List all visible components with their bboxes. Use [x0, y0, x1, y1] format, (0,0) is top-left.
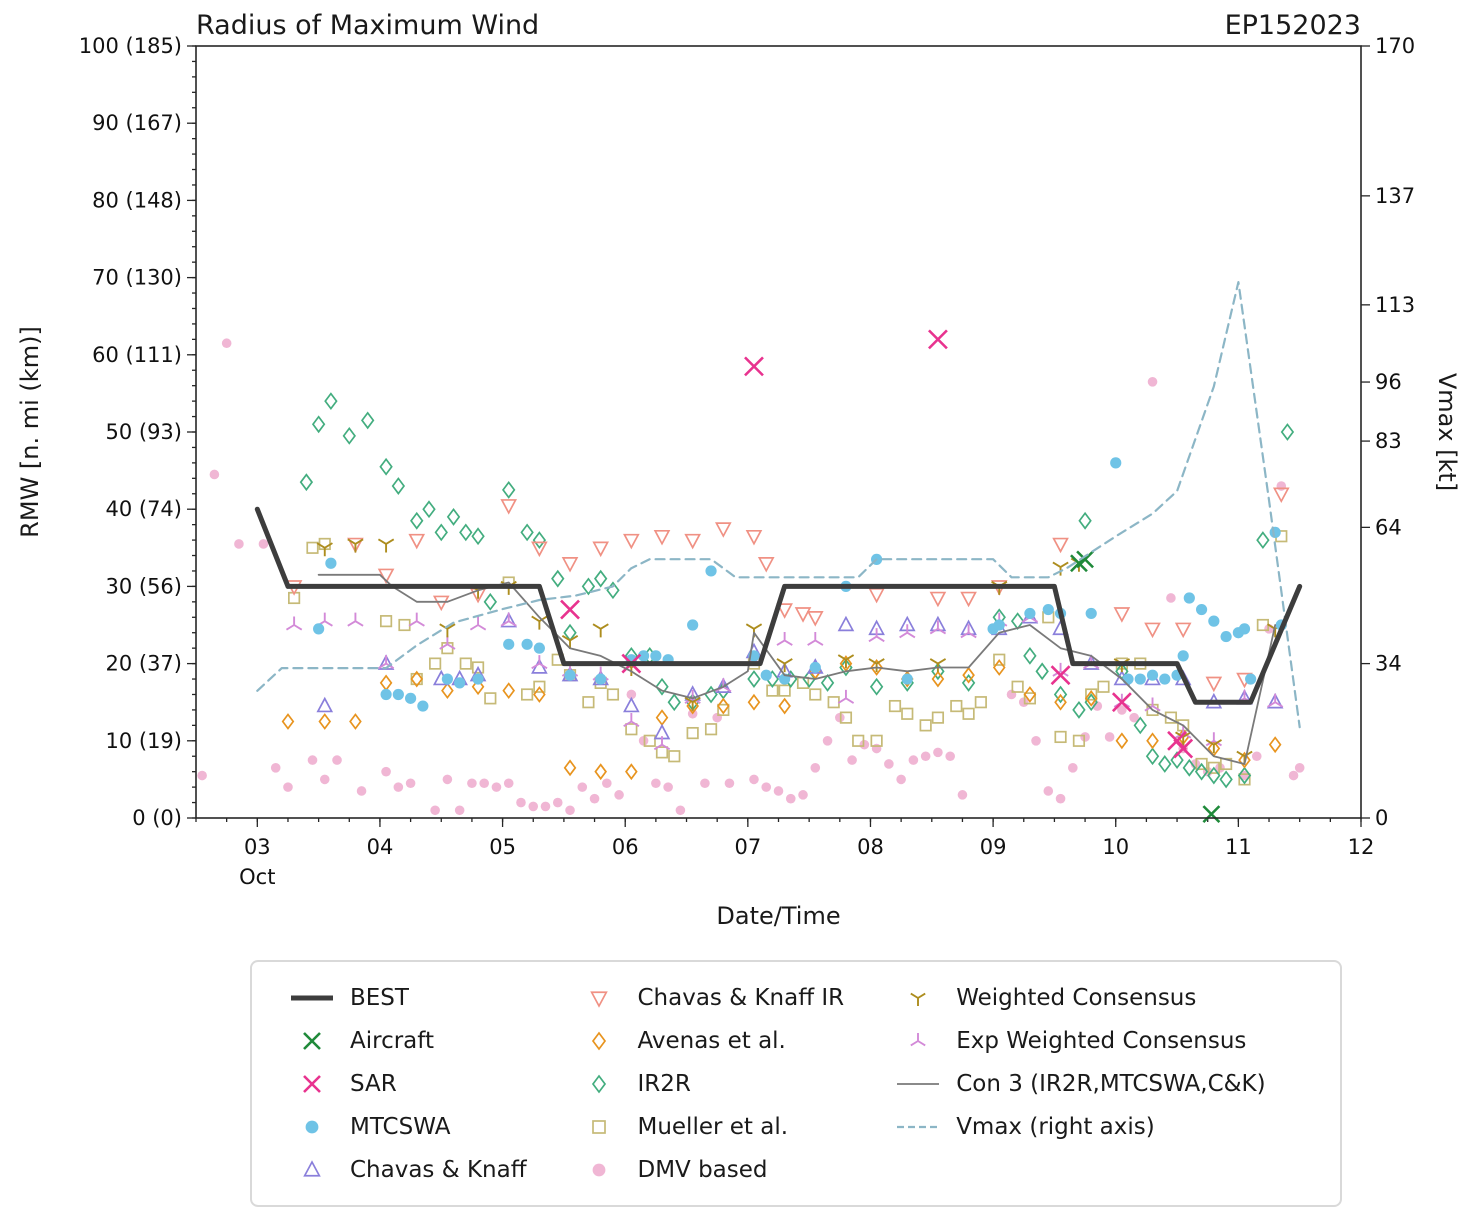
- svg-text:0: 0: [1375, 806, 1388, 830]
- ir2r-legend-marker: [592, 1074, 607, 1093]
- svg-text:09: 09: [980, 835, 1007, 859]
- svg-text:64: 64: [1375, 515, 1402, 539]
- legend-label: Exp Weighted Consensus: [956, 1027, 1247, 1054]
- legend-label: Weighted Consensus: [956, 984, 1197, 1011]
- legend-column-2: Chavas & Knaff IR Avenas et al. IR2R Muelle…: [575, 980, 868, 1187]
- legend-item-chavas-knaff-ir: Chavas & Knaff IR: [575, 980, 868, 1015]
- series-vmax: [256, 281, 1301, 729]
- tick-labels: 03 04 05 06 07 08 09 10 11 12 Oct 0 (0) 10 (19) 20 (3…: [79, 34, 1415, 889]
- svg-text:34: 34: [1375, 652, 1402, 676]
- legend-label: Chavas & Knaff: [350, 1156, 527, 1183]
- exp-weighted-consensus-legend-marker: [910, 1032, 926, 1046]
- svg-text:60 (111): 60 (111): [92, 343, 182, 367]
- svg-text:100 (185): 100 (185): [79, 34, 182, 58]
- sar-legend-marker: [303, 1074, 321, 1093]
- legend-item-exp-weighted-consensus: Exp Weighted Consensus: [894, 1023, 1304, 1058]
- legend-item-avenas: Avenas et al.: [575, 1023, 868, 1058]
- legend-item-weighted-consensus: Weighted Consensus: [894, 980, 1304, 1015]
- svg-text:137: 137: [1375, 184, 1415, 208]
- legend-column-3: Weighted Consensus Exp Weighted Consensus…: [894, 980, 1304, 1187]
- best-legend-marker: [291, 995, 333, 1000]
- legend-item-con3: Con 3 (IR2R,MTCSWA,C&K): [894, 1066, 1304, 1101]
- series-ir2r: [299, 392, 1295, 789]
- legend-item-best: BEST: [288, 980, 549, 1015]
- svg-text:96: 96: [1375, 370, 1402, 394]
- legend-item-dmv: DMV based: [575, 1152, 868, 1187]
- legend-label: DMV based: [637, 1156, 768, 1183]
- legend-label: Vmax (right axis): [956, 1113, 1155, 1140]
- y-left-axis-label: RMW [n. mi (km)]: [16, 326, 44, 538]
- svg-text:80 (148): 80 (148): [92, 188, 182, 212]
- legend-label: SAR: [350, 1070, 397, 1097]
- mueller-legend-marker: [592, 1119, 607, 1134]
- svg-text:07: 07: [734, 835, 761, 859]
- svg-text:20 (37): 20 (37): [105, 652, 182, 676]
- series-mueller: [288, 530, 1288, 786]
- svg-text:0 (0): 0 (0): [132, 806, 182, 830]
- chavas-knaff-ir-legend-marker: [590, 990, 609, 1008]
- weighted-consensus-legend-marker: [910, 992, 926, 1006]
- svg-text:10: 10: [1102, 835, 1129, 859]
- legend-label: Con 3 (IR2R,MTCSWA,C&K): [956, 1070, 1266, 1097]
- dmv-legend-marker: [593, 1163, 606, 1176]
- svg-text:05: 05: [489, 835, 516, 859]
- legend-item-sar: SAR: [288, 1066, 549, 1101]
- legend-item-mtcswa: MTCSWA: [288, 1109, 549, 1144]
- legend-item-vmax: Vmax (right axis): [894, 1109, 1304, 1144]
- series-chavas-knaff-ir: [285, 487, 1290, 693]
- con3-legend-marker: [897, 1082, 940, 1085]
- chavas-knaff-legend-marker: [303, 1159, 321, 1177]
- svg-text:70 (130): 70 (130): [92, 266, 182, 290]
- svg-text:170: 170: [1375, 34, 1415, 58]
- svg-text:90 (167): 90 (167): [92, 111, 182, 135]
- svg-text:06: 06: [612, 835, 639, 859]
- legend-item-aircraft: Aircraft: [288, 1023, 549, 1058]
- series-sar: [560, 329, 1194, 759]
- svg-text:30 (56): 30 (56): [105, 574, 182, 598]
- legend-label: BEST: [350, 984, 409, 1011]
- legend-label: Mueller et al.: [637, 1113, 789, 1140]
- axes: [187, 45, 1370, 827]
- svg-text:12: 12: [1348, 835, 1375, 859]
- legend-label: MTCSWA: [350, 1113, 451, 1140]
- y-right-axis-label: Vmax [kt]: [1433, 372, 1461, 492]
- legend-item-chavas-knaff: Chavas & Knaff: [288, 1152, 549, 1187]
- series-dmv: [197, 338, 1305, 816]
- legend-item-mueller: Mueller et al.: [575, 1109, 868, 1144]
- svg-text:10 (19): 10 (19): [105, 729, 182, 753]
- legend: BEST Aircraft SAR MTCSWA Chavas & Knaff Chava…: [250, 960, 1342, 1207]
- legend-label: Avenas et al.: [637, 1027, 786, 1054]
- svg-text:83: 83: [1375, 429, 1402, 453]
- svg-text:40 (74): 40 (74): [105, 497, 182, 521]
- svg-text:113: 113: [1375, 293, 1415, 317]
- mtcswa-legend-marker: [305, 1120, 319, 1133]
- series-best: [254, 506, 1303, 705]
- x-axis-label: Date/Time: [716, 902, 841, 930]
- avenas-legend-marker: [592, 1031, 607, 1050]
- legend-label: Chavas & Knaff IR: [637, 984, 845, 1011]
- legend-column-1: BEST Aircraft SAR MTCSWA Chavas & Knaff: [288, 980, 549, 1187]
- svg-text:11: 11: [1225, 835, 1252, 859]
- chart-title: Radius of Maximum Wind: [196, 10, 540, 41]
- svg-text:04: 04: [367, 835, 394, 859]
- plot-border: [195, 45, 1362, 819]
- x-axis-month-label: Oct: [239, 865, 275, 889]
- svg-text:03: 03: [244, 835, 271, 859]
- legend-item-ir2r: IR2R: [575, 1066, 868, 1101]
- svg-text:50 (93): 50 (93): [105, 420, 182, 444]
- vmax-legend-marker: [897, 1125, 940, 1128]
- storm-id: EP152023: [1224, 10, 1361, 41]
- series-aircraft: [1070, 550, 1221, 824]
- legend-label: IR2R: [637, 1070, 691, 1097]
- legend-label: Aircraft: [350, 1027, 434, 1054]
- aircraft-legend-marker: [303, 1031, 321, 1050]
- svg-text:08: 08: [857, 835, 884, 859]
